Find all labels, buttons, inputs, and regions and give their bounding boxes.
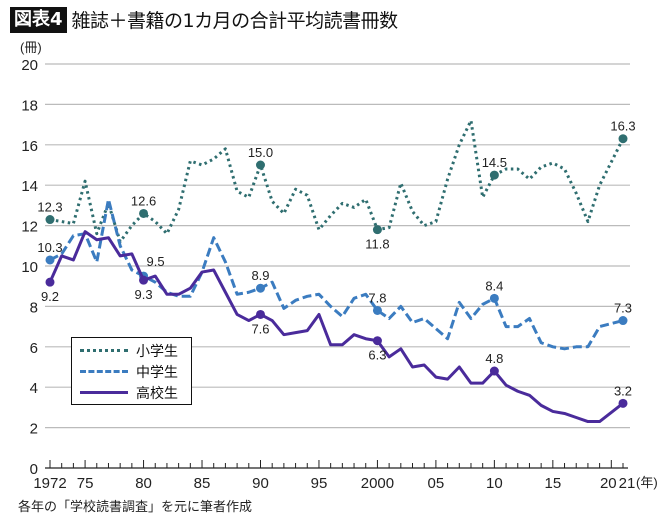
y-tick-label: 8 (30, 299, 38, 316)
x-tick-label: 75 (77, 475, 94, 492)
legend-item-middle: 中学生 (72, 361, 191, 382)
data-label: 6.3 (368, 348, 386, 363)
data-label: 7.3 (614, 301, 632, 316)
series-line-dashed (49, 197, 624, 351)
y-tick-label: 4 (30, 380, 38, 397)
y-tick-label: 18 (21, 97, 38, 114)
y-tick-label: 20 (21, 57, 38, 74)
data-point (372, 336, 382, 346)
data-point (255, 309, 265, 319)
data-label: 16.3 (610, 119, 635, 134)
data-label: 12.6 (131, 193, 156, 208)
data-label: 15.0 (248, 145, 273, 160)
legend-item-high: 高校生 (72, 382, 191, 403)
data-label: 9.3 (135, 287, 153, 302)
data-point (45, 255, 55, 265)
x-tick-label: 10 (486, 475, 503, 492)
y-tick-label: 6 (30, 340, 38, 357)
data-point (45, 215, 55, 225)
y-tick-label: 12 (21, 219, 38, 236)
data-label: 9.2 (41, 289, 59, 304)
data-label: 7.8 (368, 290, 386, 305)
x-tick-label: 90 (252, 475, 269, 492)
x-tick-label: 05 (428, 475, 445, 492)
data-point (139, 208, 149, 218)
x-tick-label: 15 (544, 475, 561, 492)
x-tick-label: 80 (135, 475, 152, 492)
x-tick-label: 85 (194, 475, 211, 492)
legend-item-elementary: 小学生 (72, 340, 191, 361)
legend-label: 中学生 (136, 364, 178, 381)
x-tick-label: 2000 (361, 475, 394, 492)
legend-label: 小学生 (136, 343, 178, 360)
dashed-line-swatch (80, 370, 128, 373)
chart-title: 図表4 雑誌＋書籍の1カ月の合計平均読書冊数 (10, 6, 398, 33)
data-point (255, 160, 265, 170)
data-point (618, 134, 628, 144)
data-point (489, 170, 499, 180)
x-tick-label: 20 (600, 475, 617, 492)
x-tick-label: 95 (311, 475, 328, 492)
y-tick-label: 0 (30, 461, 38, 478)
y-tick-label: 10 (21, 259, 38, 276)
data-point (372, 225, 382, 235)
figure-badge: 図表4 (10, 6, 67, 33)
data-point (618, 316, 628, 326)
y-tick-label: 2 (30, 421, 38, 438)
series-line-dotted (49, 119, 625, 244)
source-caption: 各年の「学校読書調査」を元に筆者作成 (18, 500, 253, 515)
data-point (372, 305, 382, 315)
legend: 小学生 中学生 高校生 (71, 337, 192, 405)
data-label: 9.5 (147, 254, 165, 269)
data-point (489, 293, 499, 303)
data-point (139, 275, 149, 285)
data-label: 4.8 (485, 351, 503, 366)
y-axis-unit: (冊) (20, 40, 42, 55)
y-tick-label: 16 (21, 138, 38, 155)
data-label: 3.2 (614, 383, 632, 398)
data-label: 14.5 (482, 155, 507, 170)
title-text: 雑誌＋書籍の1カ月の合計平均読書冊数 (71, 10, 399, 32)
data-label: 8.4 (485, 278, 503, 293)
x-tick-label: 1972 (33, 475, 66, 492)
data-label: 12.3 (37, 200, 62, 215)
legend-label: 高校生 (136, 385, 178, 402)
data-label: 11.8 (365, 237, 389, 252)
solid-line-swatch (80, 391, 128, 394)
data-label: 8.9 (251, 268, 269, 283)
data-label: 10.3 (37, 240, 62, 255)
data-label: 7.6 (251, 321, 269, 336)
data-point (489, 366, 499, 376)
x-axis-unit: (年) (636, 475, 658, 490)
dotted-line-swatch (80, 349, 128, 352)
y-tick-label: 14 (21, 178, 38, 195)
data-point (618, 398, 628, 408)
data-point (45, 277, 55, 287)
data-point (255, 283, 265, 293)
x-tick-label: 21 (619, 475, 636, 492)
